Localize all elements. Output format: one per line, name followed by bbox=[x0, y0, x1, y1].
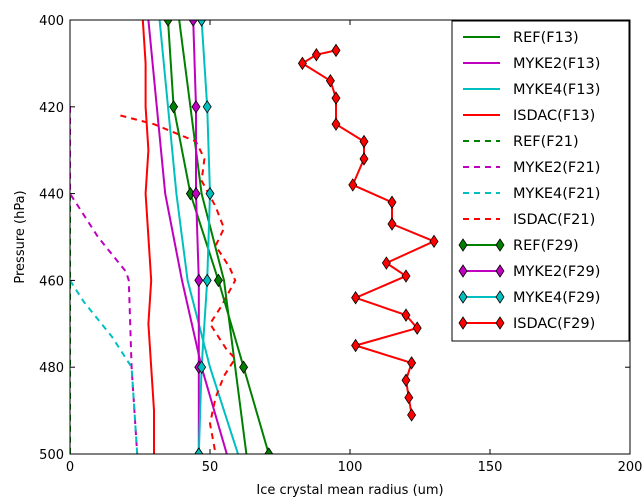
legend-label-ref-f21: REF(F21) bbox=[513, 134, 579, 150]
legend-label-ref-f29: REF(F29) bbox=[513, 238, 579, 254]
data-point-isdac-f29 bbox=[387, 195, 397, 210]
x-axis-label: Ice crystal mean radius (um) bbox=[256, 483, 443, 498]
legend-label-isdac-f13: ISDAC(F13) bbox=[513, 108, 595, 124]
legend-marker-ref-f29 bbox=[458, 238, 468, 252]
series-layer bbox=[70, 20, 439, 454]
series-line-ref-f29 bbox=[167, 20, 270, 454]
data-point-myke2-f29 bbox=[194, 273, 204, 288]
legend-label-myke4-f29: MYKE4(F29) bbox=[513, 290, 600, 306]
data-point-isdac-f29 bbox=[407, 356, 417, 370]
series-line-isdac-f21 bbox=[120, 114, 237, 454]
x-tick-label: 200 bbox=[618, 460, 643, 475]
y-axis-label: Pressure (hPa) bbox=[13, 190, 28, 283]
series-line-myke2-f21 bbox=[70, 106, 139, 454]
y-tick-label: 400 bbox=[39, 14, 64, 29]
y-tick-label: 500 bbox=[39, 448, 64, 463]
series-line-myke2-f29 bbox=[192, 20, 200, 454]
data-point-isdac-f29 bbox=[331, 91, 341, 105]
data-point-ref-f29 bbox=[163, 20, 173, 27]
data-point-isdac-f29 bbox=[331, 117, 341, 131]
data-point-isdac-f29 bbox=[401, 269, 411, 283]
ticks-layer: 0 50 100 150 200 400 420 440 460 480 500 bbox=[39, 14, 642, 475]
legend-label-myke4-f13: MYKE4(F13) bbox=[513, 82, 600, 98]
data-point-isdac-f29 bbox=[325, 74, 335, 88]
data-point-ref-f29 bbox=[213, 273, 223, 288]
series-line-myke4-f21 bbox=[70, 279, 139, 454]
data-point-isdac-f29 bbox=[359, 134, 369, 149]
x-tick-label: 100 bbox=[338, 460, 363, 475]
data-point-ref-f29 bbox=[239, 360, 249, 374]
data-point-ref-f29 bbox=[169, 100, 179, 114]
data-point-isdac-f29 bbox=[359, 152, 369, 166]
legend-label-myke2-f21: MYKE2(F21) bbox=[513, 160, 600, 176]
data-point-isdac-f29 bbox=[404, 390, 414, 405]
legend-marker-myke2-f29 bbox=[495, 264, 505, 278]
data-point-isdac-f29 bbox=[348, 178, 358, 192]
data-point-isdac-f29 bbox=[351, 291, 361, 305]
data-point-myke4-f29 bbox=[197, 360, 207, 374]
x-tick-label: 150 bbox=[478, 460, 503, 475]
data-point-ref-f29 bbox=[264, 447, 274, 454]
series-line-ref-f13 bbox=[178, 20, 248, 454]
y-tick-label: 480 bbox=[39, 361, 64, 376]
data-point-myke4-f29 bbox=[202, 273, 212, 288]
data-point-isdac-f29 bbox=[331, 43, 341, 58]
legend-label-myke4-f21: MYKE4(F21) bbox=[513, 186, 600, 202]
legend-marker-myke2-f29 bbox=[458, 264, 468, 278]
data-point-myke4-f29 bbox=[205, 186, 215, 201]
legend-marker-myke4-f29 bbox=[495, 290, 505, 304]
data-point-isdac-f29 bbox=[401, 308, 411, 322]
data-point-isdac-f29 bbox=[351, 338, 361, 353]
data-point-isdac-f29 bbox=[412, 321, 422, 335]
legend-marker-isdac-f29 bbox=[495, 316, 505, 330]
legend-label-isdac-f29: ISDAC(F29) bbox=[513, 316, 595, 332]
x-tick-label: 50 bbox=[202, 460, 219, 475]
data-point-isdac-f29 bbox=[407, 408, 417, 422]
legend-frame bbox=[451, 20, 630, 342]
data-point-myke4-f29 bbox=[194, 447, 204, 454]
y-tick-label: 440 bbox=[39, 188, 64, 203]
data-point-myke4-f29 bbox=[197, 20, 207, 27]
data-point-isdac-f29 bbox=[387, 217, 397, 231]
legend: REF(F13) MYKE2(F13) MYKE4(F13) ISDAC(F13) RE… bbox=[451, 20, 630, 342]
legend-label-isdac-f21: ISDAC(F21) bbox=[513, 212, 595, 228]
series-line-isdac-f29 bbox=[301, 49, 435, 416]
legend-label-myke2-f29: MYKE2(F29) bbox=[513, 264, 600, 280]
legend-marker-isdac-f29 bbox=[458, 316, 468, 330]
legend-marker-myke4-f29 bbox=[458, 290, 468, 304]
series-line-isdac-f13 bbox=[141, 20, 155, 454]
data-point-isdac-f29 bbox=[401, 373, 411, 387]
data-point-myke4-f29 bbox=[202, 100, 212, 114]
legend-marker-ref-f29 bbox=[495, 238, 505, 252]
series-line-myke4-f29 bbox=[197, 20, 211, 454]
y-tick-label: 420 bbox=[39, 101, 64, 116]
data-point-isdac-f29 bbox=[297, 56, 307, 71]
data-point-isdac-f29 bbox=[311, 47, 321, 62]
legend-label-myke2-f13: MYKE2(F13) bbox=[513, 56, 600, 72]
data-point-myke2-f29 bbox=[191, 186, 201, 201]
series-line-myke4-f13 bbox=[158, 20, 239, 454]
data-point-isdac-f29 bbox=[429, 234, 439, 249]
data-point-myke2-f29 bbox=[188, 20, 198, 27]
legend-entries: REF(F13) MYKE2(F13) MYKE4(F13) ISDAC(F13) RE… bbox=[458, 30, 600, 332]
data-point-myke2-f29 bbox=[191, 100, 201, 114]
legend-label-ref-f13: REF(F13) bbox=[513, 30, 579, 46]
x-tick-label: 0 bbox=[66, 460, 74, 475]
y-tick-label: 460 bbox=[39, 274, 64, 289]
data-point-isdac-f29 bbox=[381, 256, 391, 270]
